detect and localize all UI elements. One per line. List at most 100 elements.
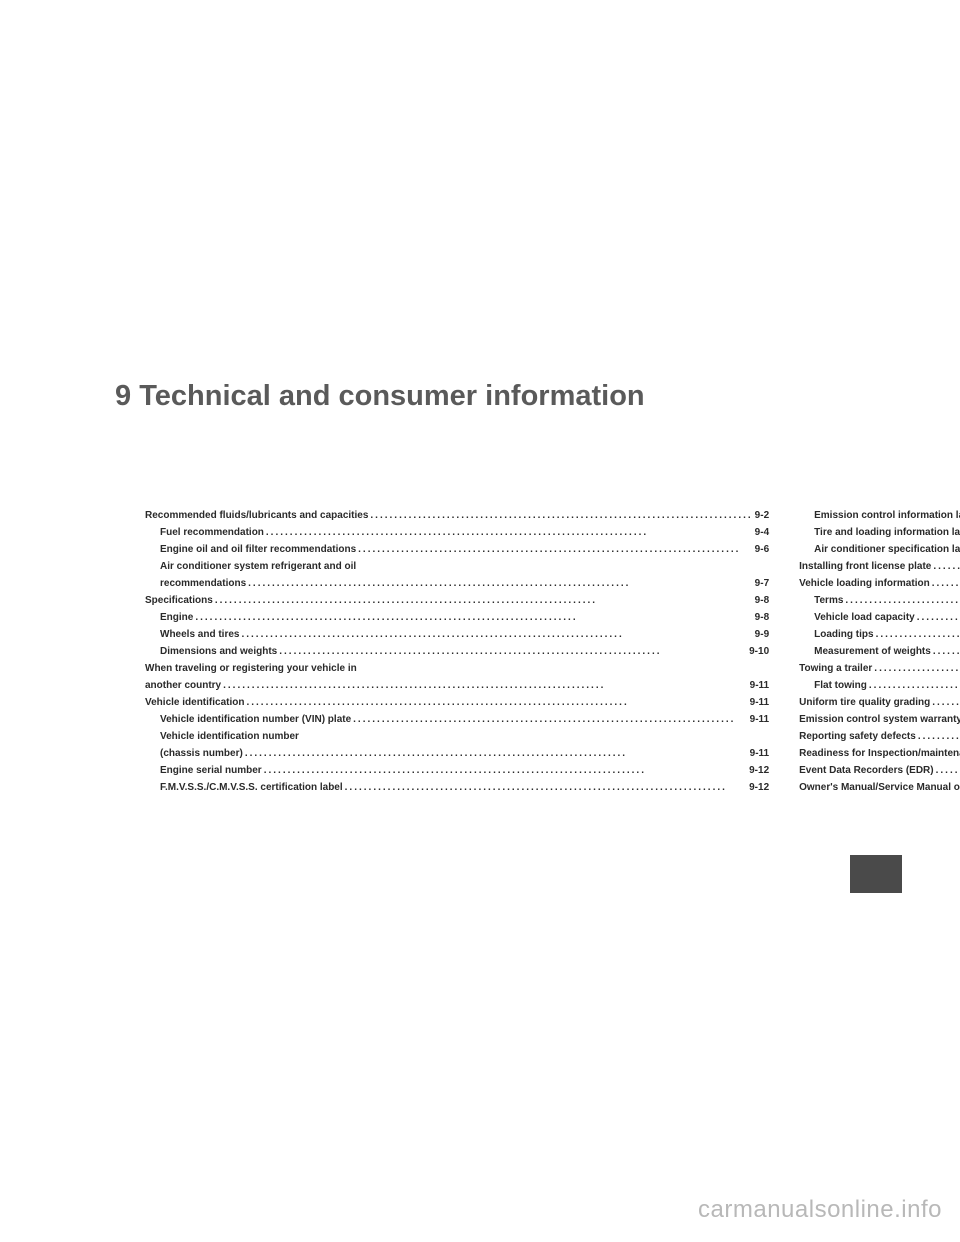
toc-entry: F.M.V.S.S./C.M.V.S.S. certification labe… xyxy=(145,780,769,795)
toc-entry: Vehicle load capacity...................… xyxy=(799,610,960,625)
toc-entry: Event Data Recorders (EDR)..............… xyxy=(799,763,960,778)
toc-label: Engine oil and oil filter recommendation… xyxy=(160,542,356,557)
toc-page-number: 9-8 xyxy=(755,610,769,625)
toc-dots: ........................................… xyxy=(872,661,960,676)
toc-page-number: 9-11 xyxy=(750,712,769,727)
toc-entry: Engine..................................… xyxy=(145,610,769,625)
toc-entry: Terms...................................… xyxy=(799,593,960,608)
toc-entry: Owner's Manual/Service Manual order info… xyxy=(799,780,960,795)
chapter-number: 9 xyxy=(115,380,131,412)
toc-left-column: Recommended fluids/lubricants and capaci… xyxy=(145,508,769,797)
watermark: carmanualsonline.info xyxy=(698,1196,942,1224)
toc-page-number: 9-11 xyxy=(750,695,769,710)
toc-dots: ........................................… xyxy=(239,627,754,642)
toc-entry: Towing a trailer........................… xyxy=(799,661,960,676)
toc-container: Recommended fluids/lubricants and capaci… xyxy=(0,508,960,797)
toc-dots: ........................................… xyxy=(930,576,960,591)
toc-entry: Dimensions and weights..................… xyxy=(145,644,769,659)
toc-dots: ........................................… xyxy=(931,559,960,574)
toc-page-number: 9-6 xyxy=(755,542,769,557)
toc-entry: Fuel recommendation.....................… xyxy=(145,525,769,540)
toc-entry: another country.........................… xyxy=(145,678,769,693)
toc-label: Measurement of weights xyxy=(814,644,931,659)
toc-label: Tire and loading information label xyxy=(814,525,960,540)
toc-label: Event Data Recorders (EDR) xyxy=(799,763,933,778)
toc-page-number: 9-2 xyxy=(755,508,769,523)
toc-entry: Engine serial number....................… xyxy=(145,763,769,778)
toc-dots: ........................................… xyxy=(867,678,960,693)
section-tab xyxy=(850,855,902,893)
toc-label: Towing a trailer xyxy=(799,661,872,676)
toc-entry: Readiness for Inspection/maintenance (I/… xyxy=(799,746,960,761)
toc-dots: ........................................… xyxy=(916,729,960,744)
toc-dots: ........................................… xyxy=(277,644,749,659)
toc-entry: Engine oil and oil filter recommendation… xyxy=(145,542,769,557)
chapter-title: 9 Technical and consumer information xyxy=(0,380,960,413)
toc-label: Readiness for Inspection/maintenance (I/… xyxy=(799,746,960,761)
toc-entry: Measurement of weights..................… xyxy=(799,644,960,659)
toc-page-number: 9-8 xyxy=(755,593,769,608)
toc-page-number: 9-11 xyxy=(750,746,769,761)
toc-dots: ........................................… xyxy=(246,576,755,591)
toc-entry: Uniform tire quality grading............… xyxy=(799,695,960,710)
toc-label: Emission control system warranty xyxy=(799,712,960,727)
toc-label: Uniform tire quality grading xyxy=(799,695,930,710)
toc-entry: Reporting safety defects................… xyxy=(799,729,960,744)
toc-dots: ........................................… xyxy=(243,746,750,761)
toc-dots: ........................................… xyxy=(351,712,750,727)
toc-label: F.M.V.S.S./C.M.V.S.S. certification labe… xyxy=(160,780,343,795)
toc-entry: Wheels and tires........................… xyxy=(145,627,769,642)
toc-label: Air conditioner specification label xyxy=(814,542,960,557)
toc-entry: Vehicle identification number (VIN) plat… xyxy=(145,712,769,727)
toc-dots: ........................................… xyxy=(193,610,754,625)
toc-page-number: 9-10 xyxy=(749,644,769,659)
toc-entry: Vehicle identification..................… xyxy=(145,695,769,710)
toc-label: Owner's Manual/Service Manual order info… xyxy=(799,780,960,795)
toc-label: Specifications xyxy=(145,593,213,608)
chapter-title-text: Technical and consumer information xyxy=(139,380,644,412)
toc-label: Terms xyxy=(814,593,843,608)
toc-label: Wheels and tires xyxy=(160,627,239,642)
toc-entry: Flat towing.............................… xyxy=(799,678,960,693)
toc-entry: Vehicle loading information.............… xyxy=(799,576,960,591)
toc-entry: Installing front license plate..........… xyxy=(799,559,960,574)
toc-entry: Loading tips............................… xyxy=(799,627,960,642)
toc-dots: ........................................… xyxy=(343,780,749,795)
toc-entry: Vehicle identification number xyxy=(145,729,769,744)
toc-label: Loading tips xyxy=(814,627,873,642)
toc-dots: ........................................… xyxy=(244,695,749,710)
toc-page-number: 9-4 xyxy=(755,525,769,540)
toc-label: Emission control information label xyxy=(814,508,960,523)
toc-page-number: 9-12 xyxy=(749,763,769,778)
toc-dots: ........................................… xyxy=(931,644,960,659)
toc-dots: ........................................… xyxy=(930,695,960,710)
toc-label: Dimensions and weights xyxy=(160,644,277,659)
toc-entry: When traveling or registering your vehic… xyxy=(145,661,769,676)
toc-label: Engine serial number xyxy=(160,763,262,778)
toc-dots: ........................................… xyxy=(915,610,960,625)
toc-dots: ........................................… xyxy=(368,508,754,523)
toc-entry: Recommended fluids/lubricants and capaci… xyxy=(145,508,769,523)
toc-label: (chassis number) xyxy=(160,746,243,761)
toc-entry: Specifications..........................… xyxy=(145,593,769,608)
toc-entry: Emission control system warranty........… xyxy=(799,712,960,727)
toc-page-number: 9-12 xyxy=(749,780,769,795)
toc-dots: ........................................… xyxy=(221,678,750,693)
toc-dots: ........................................… xyxy=(262,763,749,778)
toc-label: Vehicle identification xyxy=(145,695,244,710)
toc-entry: Air conditioner specification label.....… xyxy=(799,542,960,557)
toc-dots: ........................................… xyxy=(843,593,960,608)
toc-label: Reporting safety defects xyxy=(799,729,916,744)
toc-label: Vehicle loading information xyxy=(799,576,930,591)
toc-dots: ........................................… xyxy=(213,593,755,608)
toc-entry: Air conditioner system refrigerant and o… xyxy=(145,559,769,574)
toc-label: Fuel recommendation xyxy=(160,525,264,540)
toc-entry: Tire and loading information label......… xyxy=(799,525,960,540)
toc-label: Vehicle identification number xyxy=(160,729,299,744)
toc-right-column: Emission control information label......… xyxy=(799,508,960,797)
toc-label: Engine xyxy=(160,610,193,625)
toc-entry: recommendations.........................… xyxy=(145,576,769,591)
toc-dots: ........................................… xyxy=(934,763,960,778)
toc-page-number: 9-11 xyxy=(750,678,769,693)
toc-page-number: 9-7 xyxy=(755,576,769,591)
